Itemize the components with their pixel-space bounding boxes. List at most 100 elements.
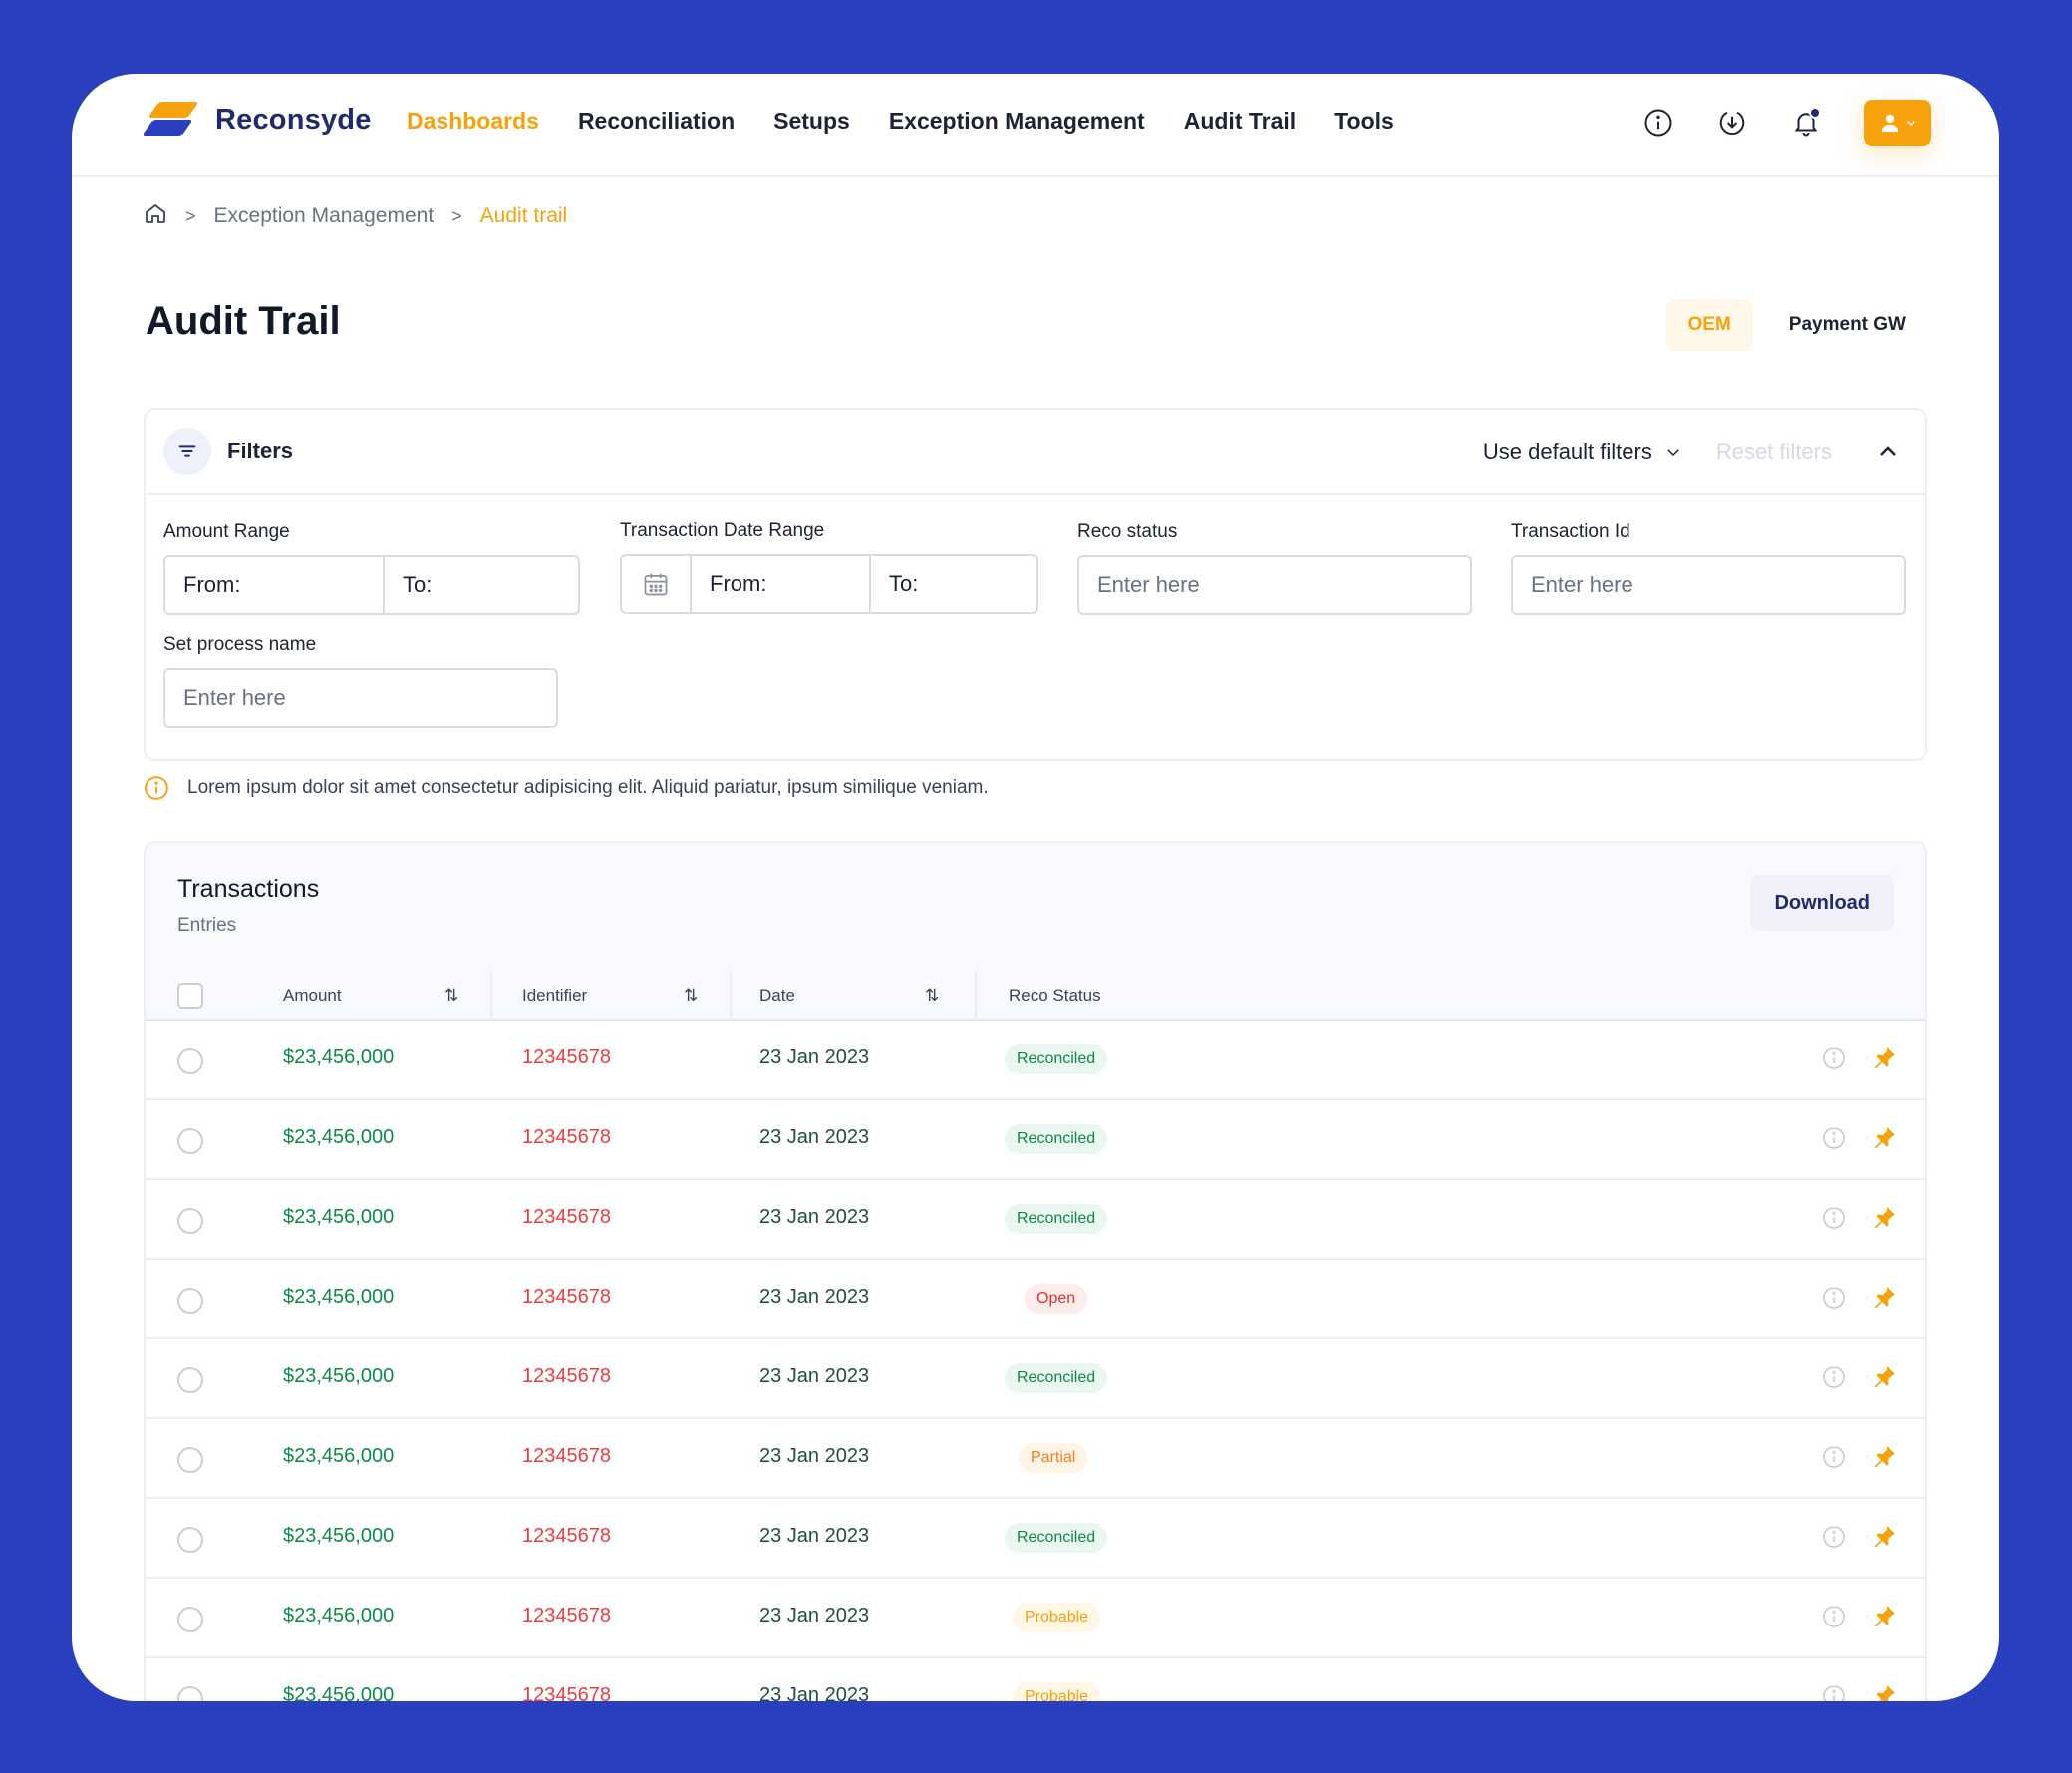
amount-to-input[interactable]: To: (383, 557, 578, 613)
nav-exception-management[interactable]: Exception Management (888, 108, 1145, 134)
row-date: 23 Jan 2023 (759, 1684, 870, 1701)
date-range-field: From: To: (620, 554, 1038, 614)
pin-icon[interactable] (1870, 1204, 1898, 1232)
row-select-radio[interactable] (177, 1048, 203, 1074)
row-select-radio[interactable] (177, 1686, 203, 1701)
top-actions (1601, 100, 1931, 146)
info-icon[interactable] (1822, 1286, 1846, 1310)
info-icon[interactable] (1822, 1445, 1846, 1469)
row-amount: $23,456,000 (283, 1365, 395, 1387)
row-amount: $23,456,000 (283, 1286, 395, 1308)
chevron-up-icon[interactable] (1876, 441, 1900, 464)
info-icon[interactable] (1642, 107, 1674, 139)
table-row[interactable]: $23,456,000 12345678 23 Jan 2023 Partial (146, 1419, 1925, 1499)
row-amount: $23,456,000 (283, 1605, 395, 1626)
user-menu-button[interactable] (1864, 100, 1931, 146)
row-identifier[interactable]: 12345678 (522, 1046, 611, 1068)
sort-icon[interactable]: ⇅ (444, 986, 459, 1005)
row-identifier[interactable]: 12345678 (522, 1286, 611, 1308)
pin-icon[interactable] (1870, 1603, 1898, 1630)
app-logo[interactable]: Reconsyde (142, 100, 372, 140)
col-reco-status[interactable]: Reco Status (1009, 971, 1101, 1021)
breadcrumb-parent[interactable]: Exception Management (213, 204, 435, 227)
segment-oem[interactable]: OEM (1665, 299, 1753, 351)
bell-icon[interactable] (1790, 107, 1822, 139)
table-row[interactable]: $23,456,000 12345678 23 Jan 2023 Reconciled (146, 1339, 1925, 1419)
nav-setups[interactable]: Setups (773, 108, 850, 134)
use-default-filters-dropdown[interactable]: Use default filters (1483, 440, 1682, 465)
sort-icon[interactable]: ⇅ (925, 986, 940, 1005)
chevron-down-icon (1906, 120, 1916, 127)
col-amount-label: Amount (283, 986, 342, 1005)
info-icon[interactable] (1822, 1046, 1846, 1070)
download-button[interactable]: Download (1750, 875, 1894, 931)
row-identifier[interactable]: 12345678 (522, 1525, 611, 1547)
info-icon (145, 776, 168, 800)
pin-icon[interactable] (1870, 1523, 1898, 1551)
breadcrumb-separator-icon: > (185, 205, 196, 226)
pin-icon[interactable] (1870, 1284, 1898, 1312)
nav-audit-trail[interactable]: Audit Trail (1183, 108, 1297, 134)
table-row[interactable]: $23,456,000 12345678 23 Jan 2023 Reconciled (146, 1100, 1925, 1180)
filter-icon (163, 428, 211, 475)
col-amount[interactable]: Amount (283, 971, 403, 1021)
process-name-input[interactable]: Enter here (163, 668, 558, 728)
table-row[interactable]: $23,456,000 12345678 23 Jan 2023 Reconciled (146, 1499, 1925, 1579)
table-row[interactable]: $23,456,000 12345678 23 Jan 2023 Reconciled (146, 1021, 1925, 1100)
nav-tools[interactable]: Tools (1334, 108, 1394, 134)
row-identifier[interactable]: 12345678 (522, 1126, 611, 1148)
row-identifier[interactable]: 12345678 (522, 1365, 611, 1387)
row-identifier[interactable]: 12345678 (522, 1684, 611, 1701)
table-body: $23,456,000 12345678 23 Jan 2023 Reconciled… (146, 1021, 1925, 1701)
sort-icon[interactable]: ⇅ (684, 986, 699, 1005)
calendar-icon[interactable] (622, 556, 690, 612)
info-icon[interactable] (1822, 1126, 1846, 1150)
row-amount: $23,456,000 (283, 1684, 395, 1701)
info-icon[interactable] (1822, 1365, 1846, 1389)
table-row[interactable]: $23,456,000 12345678 23 Jan 2023 Probable (146, 1579, 1925, 1658)
col-identifier[interactable]: Identifier (522, 971, 587, 1021)
col-date[interactable]: Date (759, 971, 795, 1021)
pin-icon[interactable] (1870, 1443, 1898, 1471)
row-select-radio[interactable] (177, 1128, 203, 1154)
row-select-radio[interactable] (177, 1208, 203, 1234)
info-icon[interactable] (1822, 1684, 1846, 1701)
row-identifier[interactable]: 12345678 (522, 1445, 611, 1467)
table-row[interactable]: $23,456,000 12345678 23 Jan 2023 Reconciled (146, 1180, 1925, 1260)
row-select-radio[interactable] (177, 1288, 203, 1314)
date-to-input[interactable]: To: (869, 556, 1036, 612)
row-select-radio[interactable] (177, 1607, 203, 1632)
column-divider (975, 971, 977, 1021)
date-from-input[interactable]: From: (690, 556, 869, 612)
row-identifier[interactable]: 12345678 (522, 1206, 611, 1228)
reset-filters-button[interactable]: Reset filters (1715, 440, 1832, 464)
nav-reconciliation[interactable]: Reconciliation (577, 108, 736, 134)
row-date: 23 Jan 2023 (759, 1605, 870, 1626)
row-identifier[interactable]: 12345678 (522, 1605, 611, 1626)
pin-icon[interactable] (1870, 1682, 1898, 1701)
amount-from-input[interactable]: From: (183, 572, 241, 597)
row-select-radio[interactable] (177, 1447, 203, 1473)
reco-status-input[interactable]: Enter here (1077, 555, 1472, 615)
segment-payment-gw[interactable]: Payment GW (1788, 314, 1906, 335)
home-icon[interactable] (144, 201, 167, 231)
process-name-label: Set process name (163, 634, 317, 655)
row-select-radio[interactable] (177, 1367, 203, 1393)
select-all-checkbox[interactable] (177, 983, 203, 1009)
info-icon[interactable] (1822, 1206, 1846, 1230)
pin-icon[interactable] (1870, 1363, 1898, 1391)
table-row[interactable]: $23,456,000 12345678 23 Jan 2023 Probable (146, 1658, 1925, 1701)
table-row[interactable]: $23,456,000 12345678 23 Jan 2023 Open (146, 1260, 1925, 1339)
pin-icon[interactable] (1870, 1124, 1898, 1152)
transaction-id-input[interactable]: Enter here (1511, 555, 1906, 615)
nav-dashboards[interactable]: Dashboards (407, 108, 539, 134)
row-select-radio[interactable] (177, 1527, 203, 1553)
row-amount: $23,456,000 (283, 1126, 395, 1148)
row-amount: $23,456,000 (283, 1046, 395, 1068)
info-icon[interactable] (1822, 1525, 1846, 1549)
download-icon[interactable] (1716, 107, 1748, 139)
info-icon[interactable] (1822, 1605, 1846, 1628)
info-note-text: Lorem ipsum dolor sit amet consectetur a… (187, 777, 989, 798)
row-date: 23 Jan 2023 (759, 1525, 870, 1547)
pin-icon[interactable] (1870, 1044, 1898, 1072)
